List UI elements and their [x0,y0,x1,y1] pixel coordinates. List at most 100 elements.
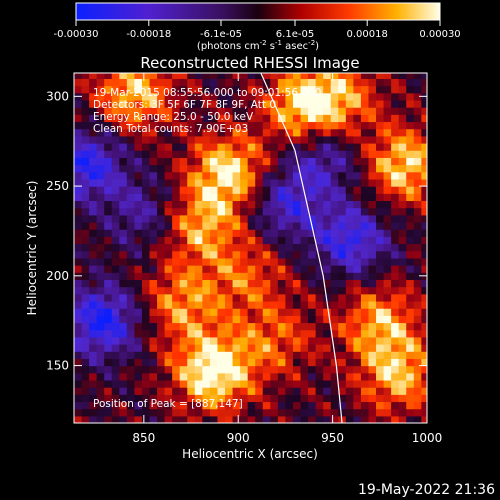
heatmap-cell [217,143,226,151]
heatmap-cell [255,114,264,123]
heatmap-cell [421,351,427,359]
heatmap-cell [240,114,249,123]
heatmap-cell [406,193,415,202]
heatmap-cell [330,344,339,352]
heatmap-cell [255,315,264,324]
heatmap-cell [330,358,339,367]
heatmap-cell [353,143,362,151]
heatmap-cell [376,336,385,345]
heatmap-cell [323,358,332,367]
heatmap-cell [376,365,385,374]
annotation-time-range: 19-Mar-2015 08:55:56.000 to 09:01:56.000 [93,87,321,99]
heatmap-cell [315,157,324,166]
annotation-total-counts: Clean Total counts: 7.90E+03 [93,123,248,135]
heatmap-cell [413,272,422,281]
heatmap-cell [345,279,354,288]
heatmap-cell [141,143,151,151]
heatmap-cell [126,157,136,166]
heatmap-cell [194,250,203,259]
heatmap-cell [149,379,158,388]
heatmap-cell [149,372,158,381]
heatmap-cell [81,322,90,331]
heatmap-cell [300,78,309,87]
heatmap-cell [164,78,173,87]
heatmap-cell [360,236,370,245]
heatmap-cell [368,308,377,316]
heatmap-cell [330,394,339,403]
heatmap-cell [104,143,113,151]
heatmap-cell [330,107,339,115]
heatmap-cell [164,207,173,216]
heatmap-cell [240,344,249,352]
heatmap-cell [194,272,203,281]
heatmap-cell [157,401,166,410]
heatmap-cell [323,135,332,144]
heatmap-cell [225,186,234,194]
heatmap-cell [315,236,324,245]
heatmap-cell [96,415,105,423]
heatmap-cell [406,150,415,158]
heatmap-cell [383,351,392,359]
heatmap-cell [353,99,362,108]
heatmap-cell [149,415,158,423]
heatmap-cell [308,207,317,216]
heatmap-cell [345,358,354,367]
heatmap-cell [255,272,264,281]
heatmap-cell [368,85,377,94]
heatmap-cell [149,315,158,324]
heatmap-cell [368,221,377,230]
heatmap-cell [421,178,427,187]
heatmap-cell [413,128,422,137]
heatmap-cell [383,178,392,187]
heatmap-cell [126,171,136,180]
heatmap-cell [126,121,136,130]
heatmap-cell [323,114,332,123]
heatmap-cell [413,164,422,173]
heatmap-cell [164,272,173,281]
heatmap-cell [300,293,309,302]
heatmap-cell [330,257,339,266]
heatmap-cell [308,293,317,302]
heatmap-cell [285,207,294,216]
heatmap-cell [111,265,120,273]
heatmap-cell [194,193,203,202]
heatmap-cell [391,372,400,381]
heatmap-cell [96,164,105,173]
heatmap-cell [345,78,354,87]
heatmap-cell [398,279,407,288]
heatmap-cell [96,128,105,137]
heatmap-cell [172,272,181,281]
heatmap-cell [308,128,317,137]
heatmap-cell [240,387,249,395]
plot-frame [73,72,428,424]
heatmap-cell [149,114,158,123]
heatmap-cell [187,99,196,108]
heatmap-cell [360,408,370,417]
heatmap-cell [277,365,287,374]
heatmap-cell [255,107,264,115]
heatmap-cell [376,143,385,151]
heatmap-cell [111,387,120,395]
heatmap-cell [277,257,287,266]
heatmap-cell [383,265,392,273]
heatmap-cell [149,408,158,417]
heatmap-cell [179,257,188,266]
heatmap-cell [164,114,173,123]
heatmap-cell [391,387,400,395]
heatmap-cell [262,286,271,295]
heatmap-cell [383,365,392,374]
heatmap-cell [368,408,377,417]
heatmap-cell [232,186,241,194]
heatmap-cell [119,85,128,94]
heatmap-cell [81,300,90,309]
heatmap-cell [277,293,287,302]
heatmap-cell [157,207,166,216]
heatmap-cell [330,401,339,410]
heatmap-cell [376,78,385,87]
heatmap-cell [240,99,249,108]
heatmap-cell [149,293,158,302]
heatmap-cell [300,114,309,123]
heatmap-cell [391,300,400,309]
heatmap-cell [187,257,196,266]
heatmap-cell [149,351,158,359]
